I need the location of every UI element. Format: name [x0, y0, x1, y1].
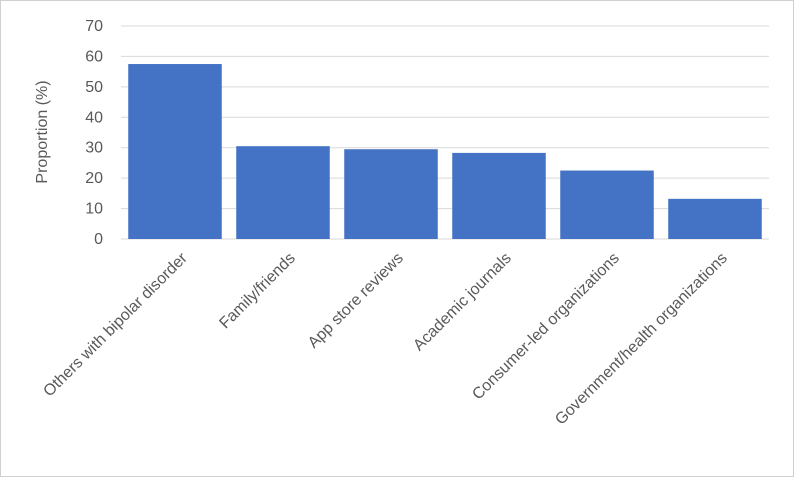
bar [236, 146, 330, 239]
y-tick-label: 60 [85, 48, 103, 65]
bars [128, 64, 762, 240]
x-tick-label: Academic journals [410, 250, 514, 354]
y-axis-title: Proportion (%) [34, 80, 51, 183]
bar [668, 198, 762, 239]
y-tick-label: 10 [85, 201, 103, 218]
gridlines [121, 25, 769, 240]
x-tick-label: Government/health organizations [552, 250, 731, 429]
bar [560, 170, 654, 239]
x-tick-label: App store reviews [305, 250, 407, 352]
bar [128, 64, 222, 240]
y-axis-tick-labels: 0 10 20 30 40 50 60 70 [85, 18, 103, 248]
y-tick-label: 70 [85, 18, 103, 35]
x-tick-label: Others with bipolar disorder [40, 249, 191, 400]
x-axis-tick-labels: Others with bipolar disorder Family/frien… [40, 249, 730, 428]
y-tick-label: 20 [85, 170, 103, 187]
bar [344, 149, 438, 239]
y-tick-label: 40 [85, 109, 103, 126]
x-tick-label: Family/friends [216, 250, 298, 332]
y-tick-label: 30 [85, 140, 103, 157]
y-tick-label: 0 [94, 231, 103, 248]
y-tick-label: 50 [85, 79, 103, 96]
bar [452, 152, 546, 239]
